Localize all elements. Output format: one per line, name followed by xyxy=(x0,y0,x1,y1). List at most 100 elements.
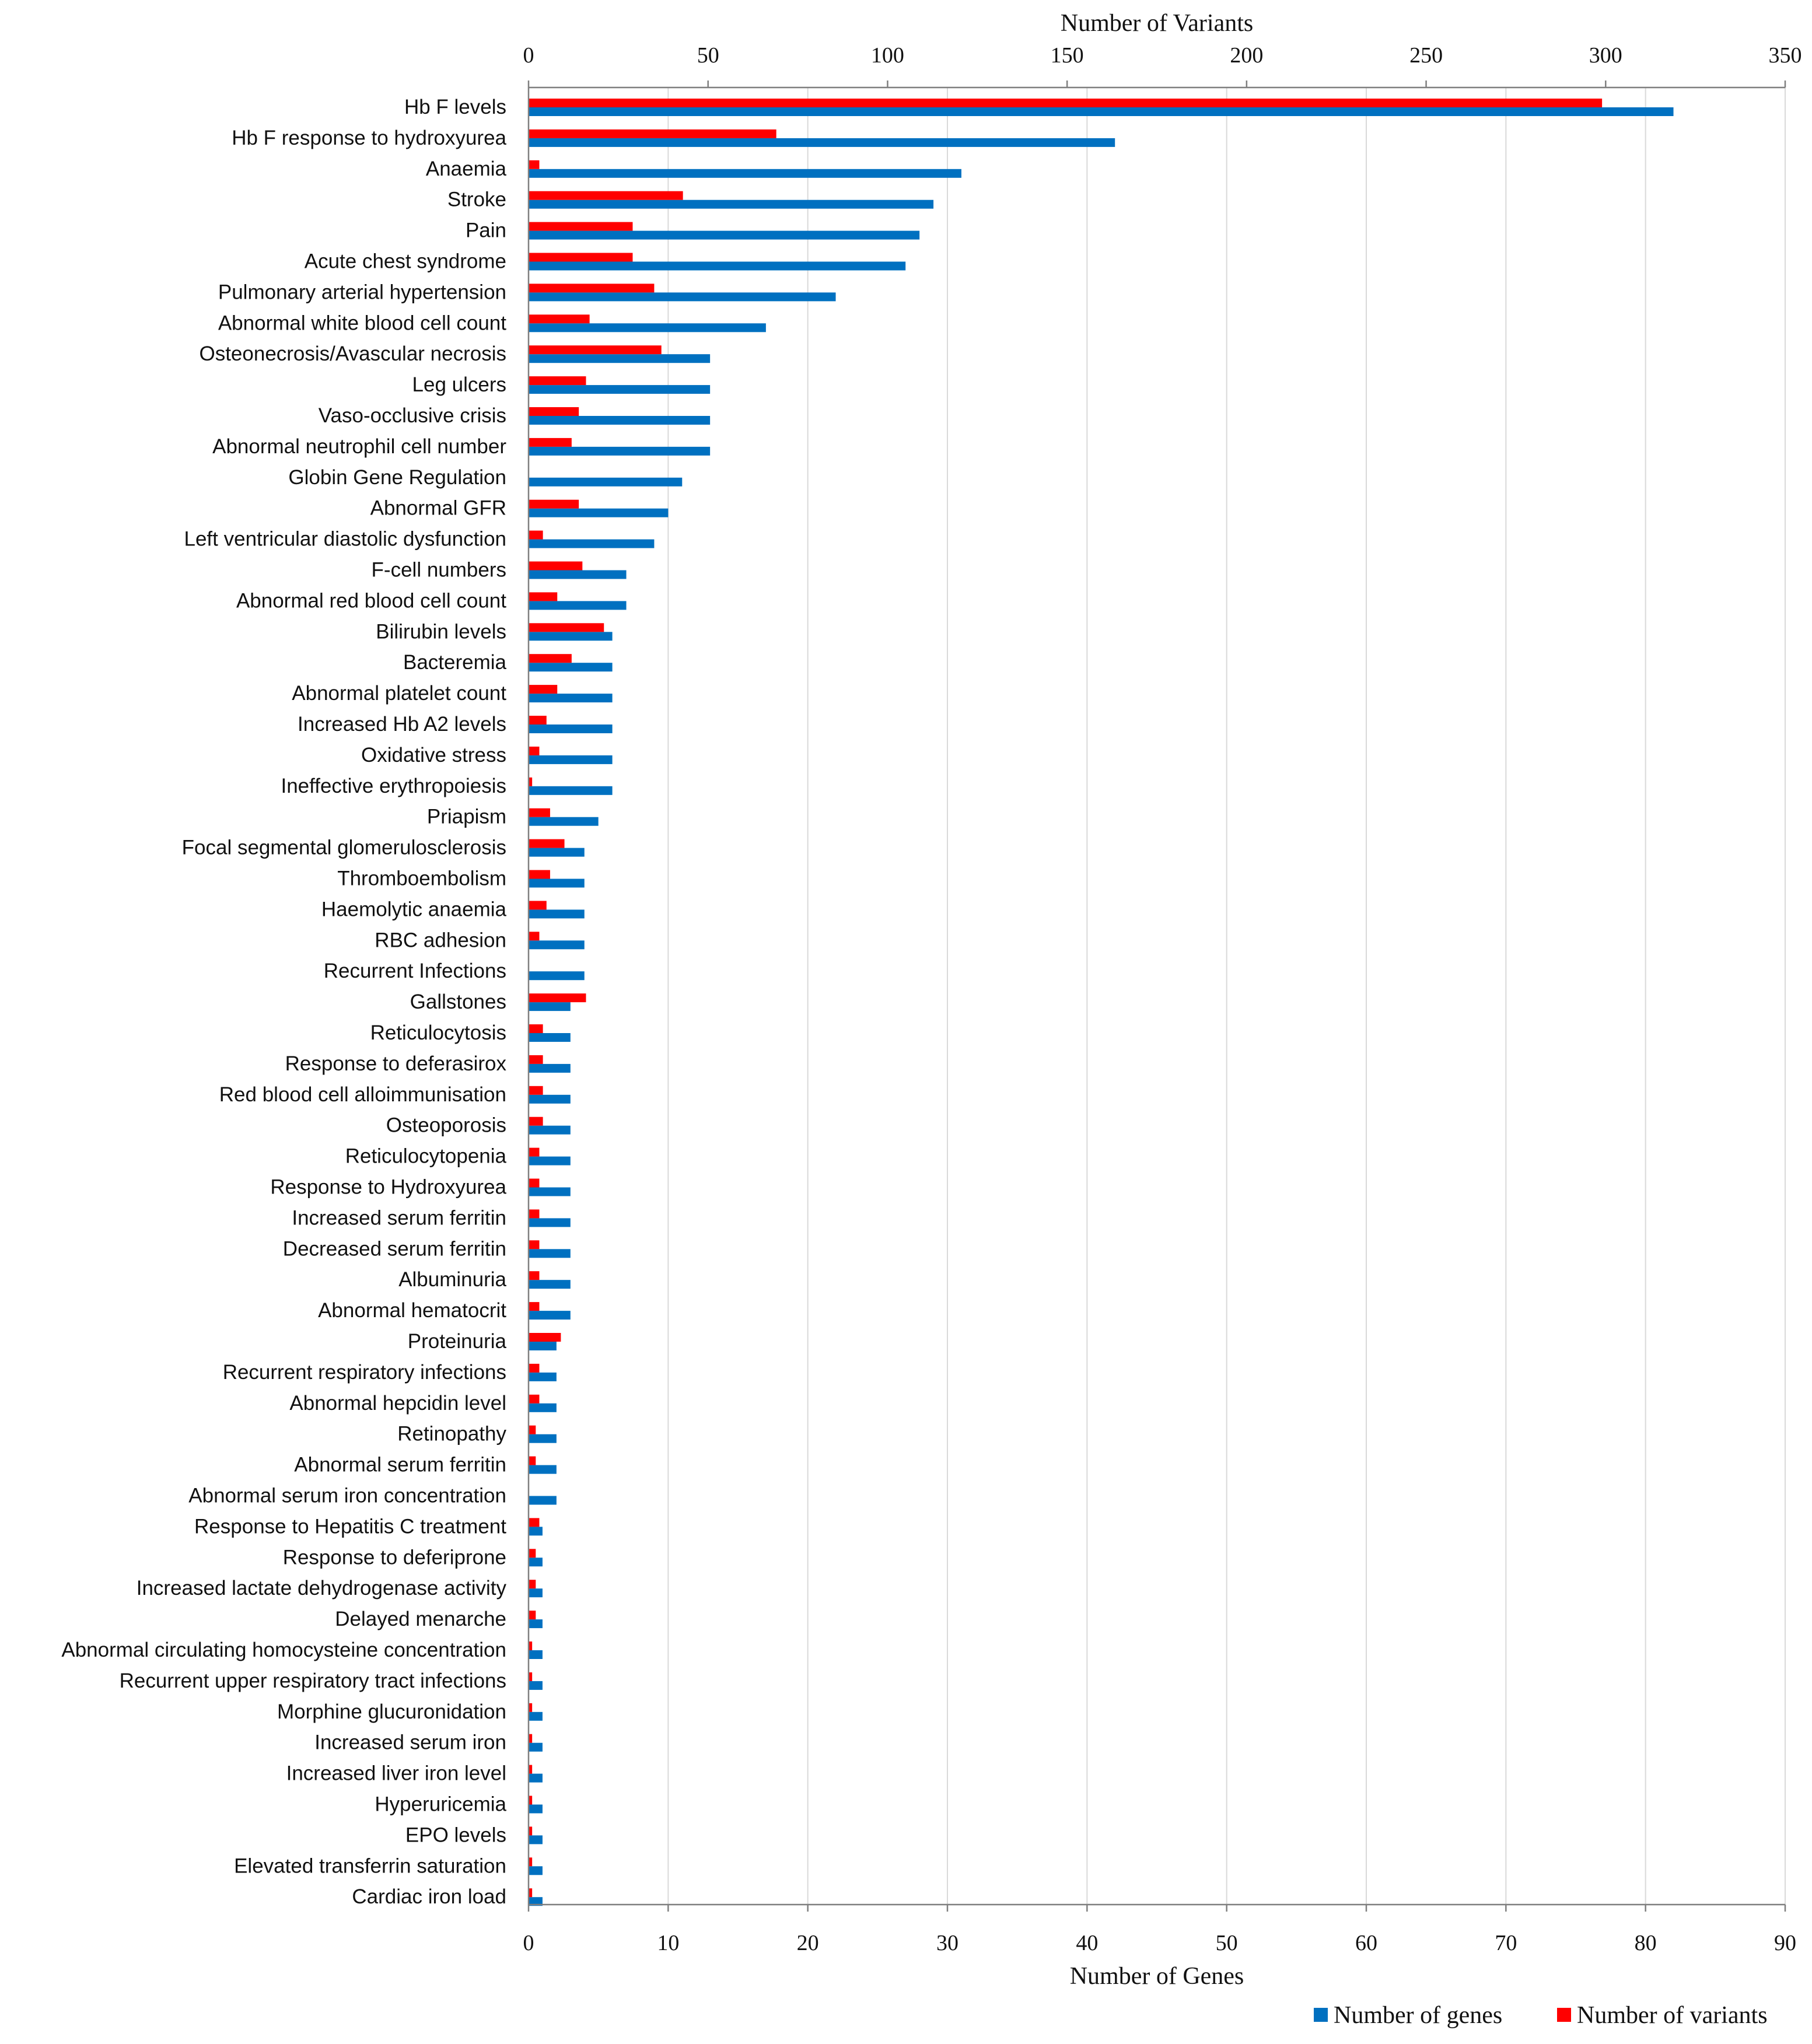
bar-variants xyxy=(529,1240,540,1250)
category-label: Reticulocytopenia xyxy=(345,1145,507,1168)
legend-swatch-genes xyxy=(1314,2008,1328,2022)
bar-variants xyxy=(529,1209,540,1219)
category-label: Abnormal serum ferritin xyxy=(294,1454,506,1476)
category-label: Decreased serum ferritin xyxy=(283,1237,506,1260)
bar-variants xyxy=(529,592,558,601)
bar-genes xyxy=(529,1465,557,1474)
bar-genes xyxy=(529,1650,543,1659)
bar-genes xyxy=(529,200,934,209)
category-label: Oxidative stress xyxy=(361,744,506,766)
bar-variants xyxy=(529,1826,533,1836)
bar-variants xyxy=(529,530,543,540)
bar-genes xyxy=(529,817,599,826)
bar-variants xyxy=(529,1456,536,1465)
bar-variants xyxy=(529,1703,533,1712)
category-label: Hyperuricemia xyxy=(375,1793,506,1816)
bar-genes xyxy=(529,1558,543,1567)
top-tick-label: 50 xyxy=(697,43,719,68)
bar-variants xyxy=(529,932,540,941)
bar-variants xyxy=(529,1549,536,1558)
category-label: Response to Hepatitis C treatment xyxy=(194,1515,506,1538)
bottom-tick-label: 20 xyxy=(797,1931,819,1955)
category-label: Bacteremia xyxy=(403,651,507,674)
bar-genes xyxy=(529,1773,543,1783)
bar-variants xyxy=(529,1333,561,1342)
bar-genes xyxy=(529,1835,543,1845)
bar-genes xyxy=(529,508,669,517)
category-label: Leg ulcers xyxy=(412,373,506,396)
top-tick-label: 350 xyxy=(1769,43,1802,68)
top-axis-title: Number of Variants xyxy=(1061,10,1253,37)
bottom-axis-title: Number of Genes xyxy=(1070,1963,1244,1990)
bottom-tick-label: 10 xyxy=(657,1931,679,1955)
bar-genes xyxy=(529,878,585,888)
bar-genes xyxy=(529,848,585,857)
category-label: Abnormal circulating homocysteine concen… xyxy=(61,1639,506,1661)
bar-variants xyxy=(529,1086,543,1095)
bar-variants xyxy=(529,1796,533,1805)
bar-genes xyxy=(529,1712,543,1721)
bar-genes xyxy=(529,385,711,394)
bar-variants xyxy=(529,1116,543,1126)
bar-genes xyxy=(529,786,613,795)
top-tick-label: 100 xyxy=(871,43,904,68)
top-tick-label: 300 xyxy=(1589,43,1622,68)
bar-genes xyxy=(529,1403,557,1412)
bar-genes xyxy=(529,1311,571,1320)
category-label: Priapism xyxy=(427,806,506,828)
bar-variants xyxy=(529,1734,533,1743)
category-label: Albuminuria xyxy=(398,1268,506,1291)
bar-variants xyxy=(529,284,655,293)
bottom-tick-label: 70 xyxy=(1495,1931,1517,1955)
category-label: Response to deferiprone xyxy=(283,1546,506,1569)
category-label: Retinopathy xyxy=(397,1423,506,1446)
bar-variants xyxy=(529,407,579,416)
bar-variants xyxy=(529,1425,536,1434)
bar-genes xyxy=(529,1804,543,1814)
category-label: Increased Hb A2 levels xyxy=(298,713,506,736)
bar-variants xyxy=(529,808,550,817)
bar-genes xyxy=(529,1125,571,1135)
bar-genes xyxy=(529,724,613,733)
bar-genes xyxy=(529,1187,571,1196)
category-label: Thromboembolism xyxy=(337,867,506,890)
bar-genes xyxy=(529,909,585,919)
bar-variants xyxy=(529,1642,533,1650)
category-label: Bilirubin levels xyxy=(376,620,506,643)
bottom-tick-label: 50 xyxy=(1216,1931,1238,1955)
bar-variants xyxy=(529,191,683,200)
bar-genes xyxy=(529,446,711,456)
category-label: Acute chest syndrome xyxy=(305,250,506,273)
bar-genes xyxy=(529,354,711,363)
category-label: Focal segmental glomerulosclerosis xyxy=(182,836,506,859)
bar-variants xyxy=(529,1580,536,1589)
bar-genes xyxy=(529,663,613,672)
bar-genes xyxy=(529,1866,543,1875)
category-label: Hb F levels xyxy=(404,96,506,118)
category-label: Increased liver iron level xyxy=(286,1762,506,1785)
bar-variants xyxy=(529,561,583,570)
bar-genes xyxy=(529,477,683,487)
category-label: Recurrent upper respiratory tract infect… xyxy=(120,1670,506,1692)
bar-variants xyxy=(529,222,633,231)
bar-variants xyxy=(529,901,547,910)
bar-genes xyxy=(529,601,627,610)
bar-genes xyxy=(529,1280,571,1289)
bar-genes xyxy=(529,1094,571,1104)
bar-genes xyxy=(529,1588,543,1598)
top-tick-label: 150 xyxy=(1051,43,1084,68)
bar-variants xyxy=(529,685,558,694)
category-label: Vaso-occlusive crisis xyxy=(319,404,506,427)
bar-genes xyxy=(529,1527,543,1536)
bar-genes xyxy=(529,1063,571,1073)
bar-variants xyxy=(529,376,586,386)
bottom-tick-label: 40 xyxy=(1076,1931,1098,1955)
bar-variants xyxy=(529,777,533,786)
bar-genes xyxy=(529,1218,571,1227)
bar-variants xyxy=(529,1271,540,1280)
category-label: Left ventricular diastolic dysfunction xyxy=(184,528,507,551)
category-label: Abnormal platelet count xyxy=(292,682,506,705)
bar-variants xyxy=(529,1302,540,1311)
bar-genes xyxy=(529,416,711,425)
bar-variants xyxy=(529,1147,540,1157)
